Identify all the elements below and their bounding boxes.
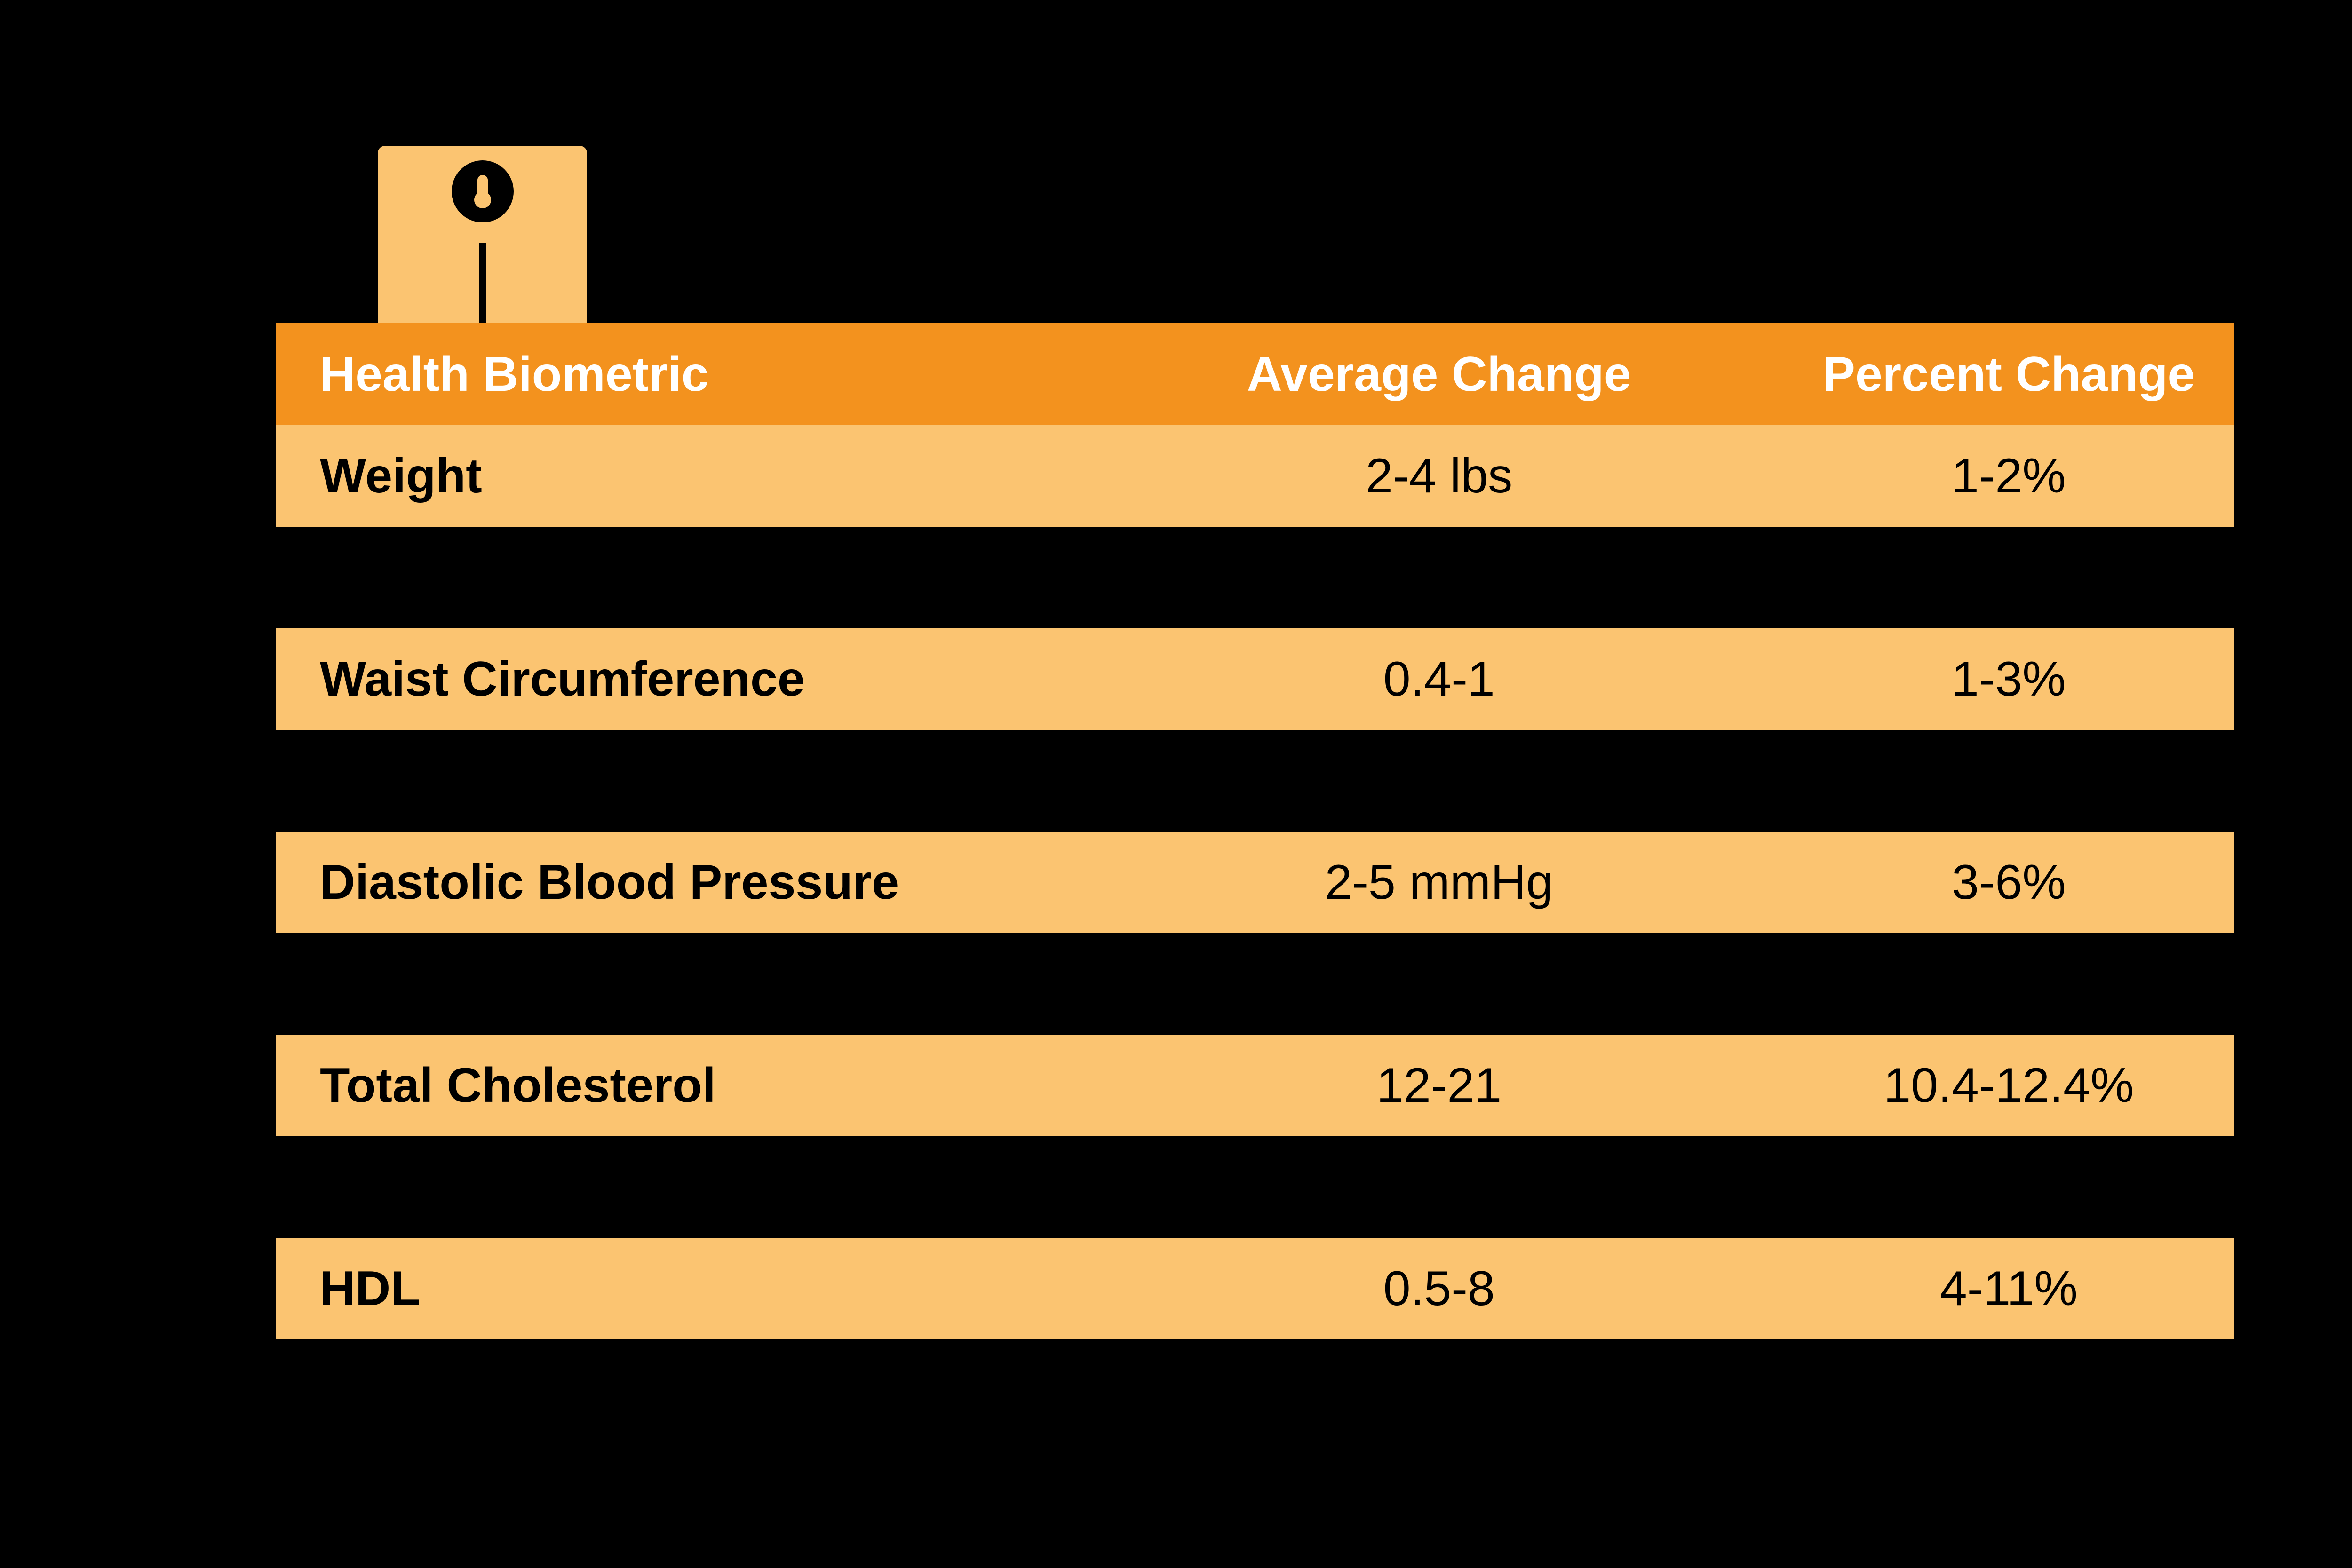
cell-average-change: 12-21 — [1376, 1058, 1502, 1113]
cell-percent-change: 1-3% — [1951, 652, 2066, 706]
cell-percent-change: 4-11% — [1939, 1261, 2078, 1316]
table-header-row: Health Biometric Average Change Percent … — [276, 323, 2234, 425]
table-row-hdl: HDL 0.5-8 4-11% — [276, 1238, 2234, 1339]
header-cell-health-biometric: Health Biometric — [320, 347, 709, 402]
header-cell-percent-change: Percent Change — [1822, 347, 2195, 402]
header-cell-average-change: Average Change — [1247, 347, 1631, 402]
cell-average-change: 0.5-8 — [1383, 1261, 1495, 1316]
weight-scale-icon — [378, 146, 587, 323]
cell-percent-change: 1-2% — [1951, 449, 2066, 503]
cell-average-change: 2-5 mmHg — [1325, 855, 1553, 910]
cell-biometric: Total Cholesterol — [320, 1058, 716, 1113]
cell-average-change: 2-4 lbs — [1366, 449, 1513, 503]
table-row-diastolic-blood-pressure: Diastolic Blood Pressure 2-5 mmHg 3-6% — [276, 832, 2234, 933]
cell-percent-change: 10.4-12.4% — [1883, 1058, 2134, 1113]
table-row-weight: Weight 2-4 lbs 1-2% — [276, 425, 2234, 527]
table-row-total-cholesterol: Total Cholesterol 12-21 10.4-12.4% — [276, 1035, 2234, 1136]
cell-biometric: Waist Circumference — [320, 652, 805, 706]
cell-biometric: HDL — [320, 1261, 421, 1316]
table-row-waist-circumference: Waist Circumference 0.4-1 1-3% — [276, 628, 2234, 730]
cell-biometric: Diastolic Blood Pressure — [320, 855, 899, 910]
cell-biometric: Weight — [320, 449, 482, 503]
cell-percent-change: 3-6% — [1951, 855, 2066, 910]
cell-average-change: 0.4-1 — [1383, 652, 1495, 706]
biometric-table: Health Biometric Average Change Percent … — [276, 323, 2234, 1339]
